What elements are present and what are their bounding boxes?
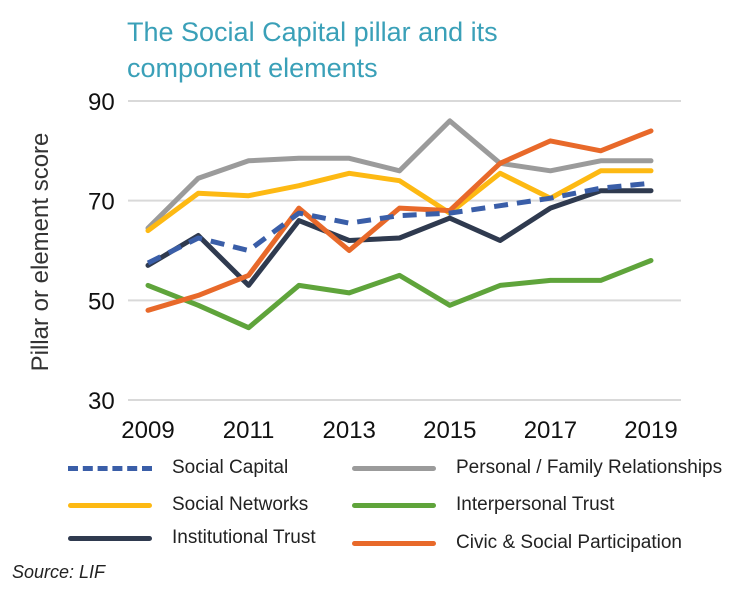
legend-label: Personal / Family Relationships xyxy=(456,457,723,478)
legend-item-institutional: Institutional Trust xyxy=(68,523,316,553)
series-line-social-capital xyxy=(146,180,652,266)
legend-swatch xyxy=(68,465,152,471)
legend-swatch xyxy=(352,540,436,546)
x-tick-label: 2015 xyxy=(423,417,476,444)
legend-label: Social Capital xyxy=(172,457,289,478)
y-tick-label: 90 xyxy=(88,89,115,116)
line-chart: 30 50 70 90 2009 2011 2013 2015 2017 2019 Pillar … xyxy=(27,89,681,444)
legend-item-social-networks: Social Networks xyxy=(68,490,308,520)
series-line-social-networks xyxy=(145,168,654,234)
x-tick-label: 2009 xyxy=(121,417,174,444)
gridlines xyxy=(128,100,681,401)
x-tick-label: 2011 xyxy=(223,417,275,444)
y-tick-label: 70 xyxy=(88,189,115,216)
chart-title-line-2: component elements xyxy=(127,53,378,83)
series-lines xyxy=(145,118,654,331)
x-tick-label: 2019 xyxy=(624,417,677,444)
legend-label: Interpersonal Trust xyxy=(456,494,615,515)
legend-swatch xyxy=(68,502,152,508)
axis-ticks: 30 50 70 90 2009 2011 2013 2015 2017 2019 xyxy=(88,89,678,444)
legend-item-interpersonal: Interpersonal Trust xyxy=(352,490,614,520)
legend-label: Social Networks xyxy=(172,494,309,515)
chart-title-line-1: The Social Capital pillar and its xyxy=(127,17,498,47)
legend: Social Capital Personal / Family Relation… xyxy=(0,448,750,558)
y-tick-label: 50 xyxy=(88,288,115,315)
source-note: Source: LIF xyxy=(12,562,106,582)
legend-label: Civic & Social Participation xyxy=(456,532,682,553)
y-tick-label: 30 xyxy=(88,388,115,415)
series-line-civic xyxy=(145,128,654,313)
series-line-interpersonal xyxy=(145,258,654,331)
x-tick-label: 2013 xyxy=(323,417,376,444)
legend-item-civic: Civic & Social Participation xyxy=(352,528,682,558)
series-line-institutional xyxy=(145,188,654,288)
x-tick-label: 2017 xyxy=(524,417,577,444)
legend-swatch xyxy=(352,502,436,508)
chart-title: The Social Capital pillar and its compon… xyxy=(127,14,687,86)
legend-item-social-capital: Social Capital xyxy=(68,453,288,483)
series-line-personal xyxy=(145,118,654,231)
y-axis-label: Pillar or element score xyxy=(27,133,54,372)
legend-swatch xyxy=(352,465,436,471)
legend-item-personal: Personal / Family Relationships xyxy=(352,453,722,483)
legend-label: Institutional Trust xyxy=(172,527,316,548)
legend-swatch xyxy=(68,535,152,541)
